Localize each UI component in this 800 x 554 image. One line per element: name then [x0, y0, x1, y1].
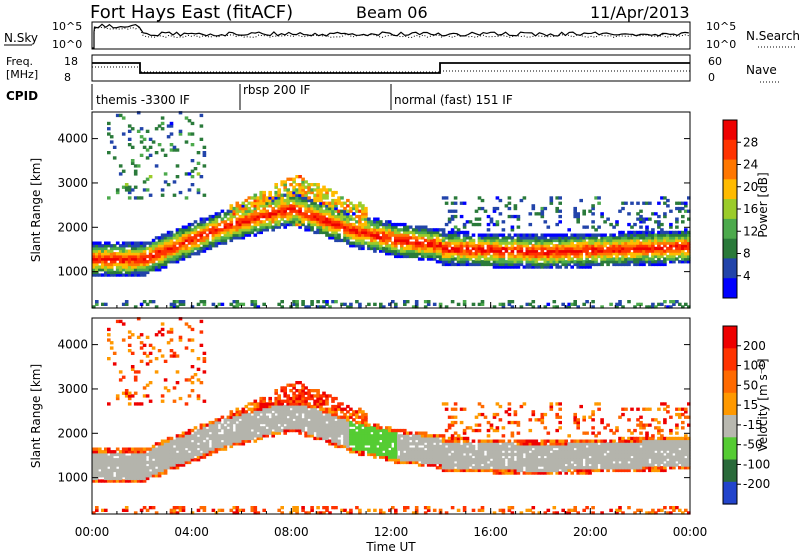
x-tick-label: 04:00 [174, 525, 209, 539]
velocity-y-label: Slant Range [km] [29, 364, 43, 468]
nsky-label: N.Sky [4, 31, 38, 45]
power-y-axis: 1000 2000 3000 4000 [57, 132, 690, 279]
x-tick-label: 16:00 [473, 525, 508, 539]
colorbar-swatch [723, 415, 737, 438]
power-panel: 1000 2000 3000 4000 Slant Range [km] 28 24 20… [29, 111, 770, 309]
freq-line [92, 62, 690, 74]
colorbar-tick-label: 4 [743, 269, 751, 283]
colorbar-swatch [723, 159, 737, 180]
colorbar-tick-label: 15 [743, 398, 758, 412]
colorbar-swatch [723, 392, 737, 416]
time-x-axis: 00:00 04:00 08:00 12:00 16:00 20:00 00:00 [75, 302, 708, 539]
colorbar-tick-label: -50 [743, 438, 763, 452]
colorbar-tick-label: 200 [743, 339, 766, 353]
power-heatmap-cells [92, 111, 691, 309]
freq-tick-high: 18 [64, 55, 78, 68]
colorbar-swatch [723, 278, 737, 299]
velocity-heatmap-cells [92, 317, 691, 515]
colorbar-swatch [723, 258, 737, 279]
velocity-colorbar-label: Velocity [m s⁻¹] [756, 358, 770, 451]
nsearch-label: N.Search [746, 29, 800, 43]
x-axis-label: Time UT [365, 540, 416, 554]
colorbar-tick-label: 20 [743, 180, 758, 194]
colorbar-tick-label: 8 [743, 247, 751, 261]
nave-line [92, 66, 690, 73]
nsearch-tick-low: 10^0 [706, 38, 736, 51]
colorbar-tick-label: -15 [743, 418, 763, 432]
y-tick-label: 3000 [57, 176, 88, 190]
nsearch-line [93, 26, 689, 39]
y-tick-label: 2000 [57, 220, 88, 234]
colorbar-tick-label: -100 [743, 457, 770, 471]
colorbar-tick-label: 16 [743, 202, 758, 216]
cpid-segment-1: themis -3300 IF [96, 93, 190, 107]
cpid-strip: CPID themis -3300 IF rbsp 200 IF normal … [6, 83, 513, 110]
colorbar-swatch [723, 459, 737, 483]
nsky-panel: N.Sky 10^5 10^0 10^5 10^0 N.Search [4, 20, 800, 51]
y-tick-label: 1000 [57, 471, 88, 485]
colorbar-tick-label: 28 [743, 135, 758, 149]
colorbar-tick-label: 50 [743, 378, 758, 392]
freq-label: Freq. [6, 55, 33, 68]
date-label: 11/Apr/2013 [590, 3, 690, 22]
station-title: Fort Hays East (fitACF) [90, 2, 293, 23]
y-tick-label: 4000 [57, 338, 88, 352]
nave-tick-low: 0 [708, 71, 715, 84]
nsearch-tick-high: 10^5 [706, 20, 736, 33]
colorbar-swatch [723, 218, 737, 240]
x-tick-label: 00:00 [673, 525, 708, 539]
colorbar-tick-label: 100 [743, 359, 766, 373]
freq-unit: [MHz] [6, 68, 38, 81]
y-tick-label: 1000 [57, 265, 88, 279]
colorbar-swatch [723, 139, 737, 161]
x-tick-label: 12:00 [374, 525, 409, 539]
colorbar-swatch [723, 199, 737, 220]
x-tick-label: 00:00 [75, 525, 110, 539]
y-tick-label: 4000 [57, 132, 88, 146]
x-tick-label: 08:00 [274, 525, 309, 539]
nsky-line [92, 23, 689, 49]
beam-label: Beam 06 [356, 3, 428, 22]
power-colorbar: 28 24 20 16 12 8 4 [722, 119, 758, 299]
colorbar-swatch [723, 481, 737, 505]
velocity-y-axis: 1000 2000 3000 4000 [57, 338, 690, 485]
colorbar-swatch [723, 437, 737, 461]
colorbar-tick-label: -200 [743, 477, 770, 491]
colorbar-swatch [723, 179, 737, 200]
cpid-segment-3: normal (fast) 151 IF [394, 93, 513, 107]
velocity-panel: 1000 2000 3000 4000 Slant Range [km] 200 100… [29, 317, 770, 515]
freq-panel: Freq. [MHz] 18 8 60 0 Nave [6, 54, 780, 84]
nave-label: Nave [746, 63, 777, 77]
colorbar-swatch [723, 238, 737, 259]
power-y-label: Slant Range [km] [29, 158, 43, 262]
nave-tick-high: 60 [708, 55, 722, 68]
colorbar-swatch [723, 326, 737, 349]
velocity-colorbar: 200 100 50 15 -15 -50 -100 -200 [722, 325, 770, 505]
cpid-label: CPID [6, 89, 38, 103]
x-tick-label: 20:00 [573, 525, 608, 539]
colorbar-swatch [723, 370, 737, 394]
colorbar-swatch [723, 348, 737, 372]
y-tick-label: 2000 [57, 426, 88, 440]
colorbar-tick-label: 12 [743, 224, 758, 238]
cpid-segment-2: rbsp 200 IF [243, 83, 310, 97]
colorbar-swatch [723, 120, 737, 141]
colorbar-tick-label: 24 [743, 158, 758, 172]
freq-tick-low: 8 [64, 71, 71, 84]
y-tick-label: 3000 [57, 382, 88, 396]
nsky-tick-low: 10^0 [52, 38, 82, 51]
nsky-tick-high: 10^5 [52, 20, 82, 33]
power-colorbar-label: Power [dB] [756, 172, 770, 237]
